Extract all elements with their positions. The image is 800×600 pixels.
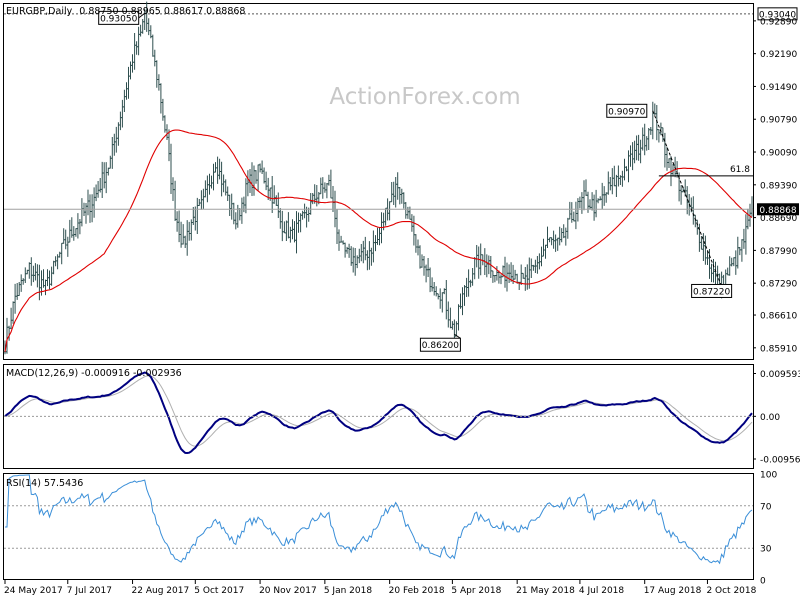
annotation-box <box>606 103 648 118</box>
price-tick-label: 0.90790 <box>760 116 797 126</box>
last-price-label: 0.88868 <box>759 206 796 216</box>
annotation-label: 0.87220 <box>693 287 730 297</box>
rsi-tick-label: 100 <box>760 471 777 481</box>
date-tick-label: 5 Apr 2018 <box>451 586 501 596</box>
axes: 0.93040 0.88868 0.92890 0.92190 0.91490 0.907… <box>4 7 800 596</box>
macd-line <box>4 371 753 455</box>
price-tick-label: 0.92890 <box>760 17 797 27</box>
price-overlays: 61.8 0.93050 0.90970 0.86200 0.87220 <box>4 10 753 352</box>
watermark: ActionForex.com <box>329 84 520 110</box>
date-tick-label: 17 Aug 2018 <box>644 586 702 596</box>
price-label-box <box>757 7 798 21</box>
annotation-leader <box>138 12 145 19</box>
macd-tick-label: 0.00 <box>760 413 780 423</box>
price-tick-label: 0.89390 <box>760 181 797 191</box>
macd-title: MACD(12,26,9) -0.000916 -0.002936 <box>6 368 182 379</box>
moving-average <box>4 129 753 352</box>
rsi-tick-label: 70 <box>760 502 772 512</box>
date-tick-label: 5 Oct 2017 <box>194 586 244 596</box>
price-tick-label: 0.87290 <box>760 280 797 290</box>
price-tick-label: 0.88690 <box>760 214 797 224</box>
ma-line <box>4 129 753 352</box>
price-tick-label: 0.92190 <box>760 50 797 60</box>
annotation-box <box>419 337 461 352</box>
rsi-title: RSI(14) 57.5436 <box>6 478 83 489</box>
date-tick-label: 2 Oct 2018 <box>706 586 756 596</box>
annotation-box <box>691 283 733 298</box>
fib-level-label: 61.8 <box>730 165 750 175</box>
annotation-box <box>98 10 140 25</box>
annotation-leader <box>454 333 461 339</box>
date-tick-label: 20 Feb 2018 <box>389 586 445 596</box>
rsi-line <box>5 474 753 565</box>
price-candles <box>3 1 754 355</box>
rsi-line <box>4 474 753 565</box>
rsi-tick-label: 0 <box>760 577 766 587</box>
price-tick-label: 0.91490 <box>760 83 797 93</box>
annotation-label: 0.90970 <box>608 107 645 117</box>
annotation-label: 0.86200 <box>422 341 459 351</box>
fib-trend-line <box>652 110 723 287</box>
price-panel-frame <box>3 3 754 360</box>
date-tick-label: 24 May 2017 <box>4 586 63 596</box>
price-label: 0.93040 <box>759 10 796 20</box>
date-tick-label: 7 Jul 2017 <box>67 586 112 596</box>
rsi-panel-frame <box>3 473 754 580</box>
macd-tick-label: 0.009593 <box>760 370 800 380</box>
date-tick-label: 20 Nov 2017 <box>259 586 317 596</box>
date-tick-label: 5 Jan 2018 <box>324 586 372 596</box>
last-price-box <box>757 203 799 216</box>
price-tick-label: 0.90090 <box>760 149 797 159</box>
chart-symbol: EURGBP,Daily 0.88750 0.88965 0.88617 0.8… <box>6 6 245 17</box>
date-tick-label: 4 Jul 2018 <box>579 586 624 596</box>
macd-tick-label: -0.009562 <box>760 456 800 466</box>
price-tick-label: 0.87990 <box>760 247 797 257</box>
rsi-tick-label: 30 <box>760 545 772 555</box>
annotation-label: 0.93050 <box>100 14 137 24</box>
price-tick-label: 0.86610 <box>760 312 797 322</box>
price-tick-label: 0.85910 <box>760 344 797 354</box>
date-tick-label: 21 May 2018 <box>516 586 575 596</box>
macd-lines <box>4 371 753 455</box>
date-tick-label: 22 Aug 2017 <box>132 586 190 596</box>
